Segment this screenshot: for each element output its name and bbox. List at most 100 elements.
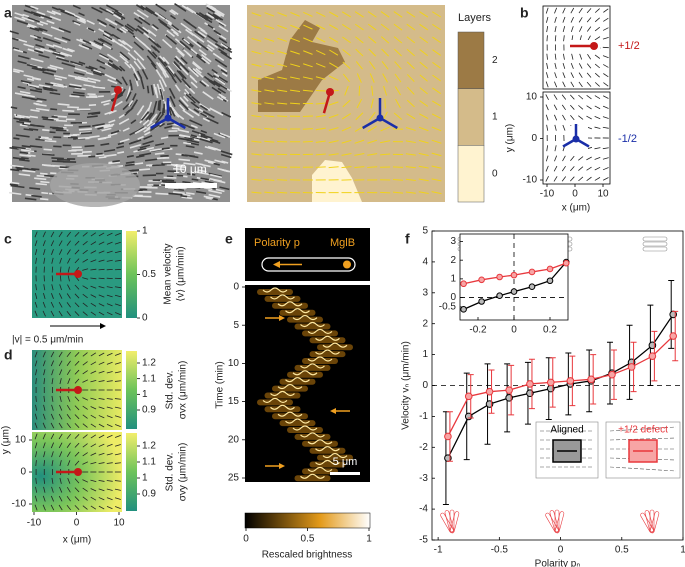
schematic [245, 228, 370, 281]
cell-streak [173, 111, 185, 120]
director [603, 8, 609, 13]
cell-streak [137, 126, 147, 133]
data-point [510, 288, 518, 295]
director [277, 50, 288, 55]
cell-streak [94, 124, 108, 129]
director [66, 504, 71, 511]
cell-streak [27, 23, 37, 28]
cell-streak [119, 51, 131, 61]
director [114, 241, 121, 245]
director [545, 176, 549, 182]
cell-streak [29, 187, 41, 190]
director [342, 73, 351, 83]
director [34, 240, 38, 247]
cell-streak [198, 12, 209, 20]
y-tick-label: 10 [15, 435, 27, 446]
director [380, 126, 390, 132]
kymo-cell [294, 364, 331, 371]
director [34, 504, 38, 511]
cell-streak [196, 41, 209, 51]
director [431, 152, 442, 157]
cell-streak [130, 140, 138, 144]
data-point [566, 377, 575, 385]
director [277, 37, 288, 42]
director [277, 63, 288, 68]
director [251, 89, 262, 93]
cell-streak [216, 11, 225, 18]
director [42, 231, 46, 238]
director [106, 462, 113, 464]
cell-streak [121, 76, 128, 86]
cell-streak [16, 168, 24, 171]
cell-streak [174, 38, 186, 48]
cell-streak [190, 134, 198, 138]
cell-streak [121, 26, 129, 32]
director [90, 505, 97, 510]
cell-streak [52, 52, 65, 58]
director [82, 379, 89, 383]
cell-streak [199, 138, 213, 144]
director [74, 460, 80, 466]
cell-streak [200, 135, 208, 139]
director [59, 451, 63, 458]
panel-label: a [4, 5, 12, 21]
director [570, 63, 574, 69]
data-point [546, 265, 554, 273]
cell-streak [103, 102, 110, 106]
cell-streak [220, 43, 229, 49]
director [394, 86, 402, 96]
director [563, 35, 565, 42]
cell-streak [86, 19, 95, 25]
director [594, 63, 600, 69]
director [34, 310, 38, 317]
director [594, 156, 601, 160]
director [264, 37, 275, 42]
cell-streak [126, 86, 132, 99]
director [66, 311, 71, 317]
director [380, 36, 390, 44]
cell-streak [72, 20, 81, 25]
kymo-cell [302, 358, 338, 364]
cell-streak [42, 118, 54, 121]
director [554, 72, 557, 79]
director [82, 258, 88, 263]
director [82, 461, 89, 465]
cell-streak [57, 103, 70, 106]
kymo-cell [287, 316, 323, 323]
y-tick-label: -0.5 [439, 302, 457, 313]
director [367, 166, 378, 169]
cell-streak [179, 134, 190, 138]
director [74, 414, 80, 420]
director [106, 480, 113, 482]
cell-streak [103, 30, 114, 37]
cell-streak [119, 52, 128, 60]
cell-streak [15, 166, 29, 170]
cell-streak [91, 6, 103, 14]
cell-streak [208, 193, 221, 198]
director [328, 127, 339, 131]
cell-streak [183, 141, 192, 145]
colorbar-tick-label: 0 [492, 168, 498, 179]
cell-streak [20, 149, 35, 153]
director [570, 155, 575, 162]
director [554, 16, 557, 23]
cell-streak [200, 133, 213, 140]
cell-streak [10, 164, 24, 168]
director [51, 293, 54, 299]
cell-streak [68, 74, 82, 79]
cell-streak [184, 83, 196, 95]
cell-streak [211, 68, 218, 75]
director [90, 452, 97, 456]
cell-streak [27, 78, 35, 82]
kymo-trace [300, 432, 325, 438]
cell-streak [35, 107, 50, 112]
kymo-cell [317, 344, 353, 351]
kymo-trace [315, 335, 340, 341]
director [354, 23, 364, 31]
director [329, 36, 339, 43]
director [419, 36, 429, 44]
director [419, 61, 428, 69]
cell-streak [209, 173, 223, 179]
cell-streak [140, 146, 155, 152]
kymo-cell [309, 351, 346, 358]
